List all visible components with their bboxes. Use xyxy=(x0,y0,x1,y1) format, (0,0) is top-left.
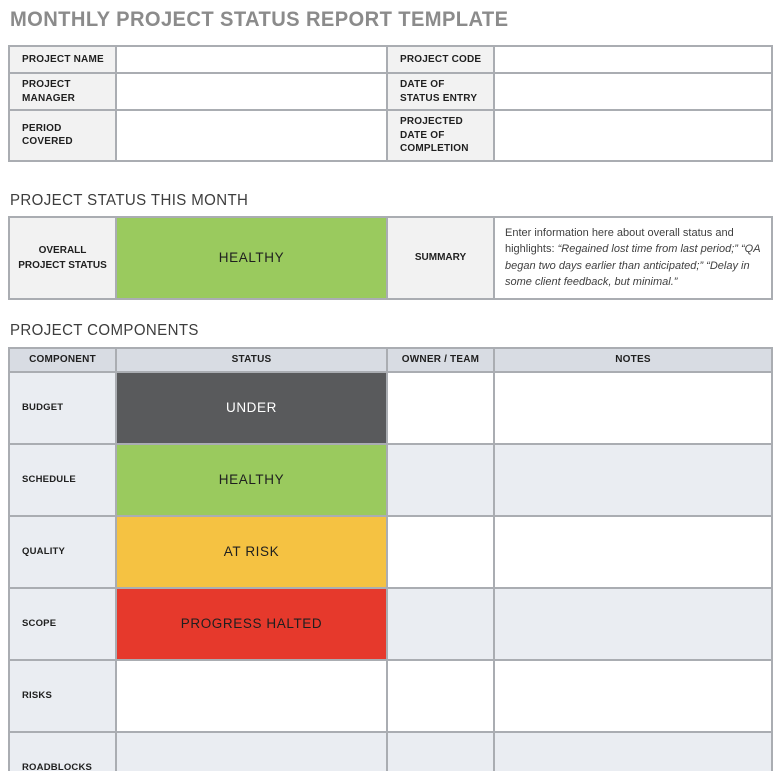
period-covered-label: PERIOD COVERED xyxy=(8,109,117,162)
scope-owner-cell[interactable] xyxy=(386,586,495,661)
project-info-table: PROJECT NAME PROJECT CODE PROJECT MANAGE… xyxy=(8,45,773,162)
quality-owner-cell[interactable] xyxy=(386,514,495,589)
table-row: BUDGET UNDER xyxy=(8,370,773,445)
project-name-field[interactable] xyxy=(115,45,388,74)
table-row: SCOPE PROGRESS HALTED xyxy=(8,586,773,661)
table-row: SCHEDULE HEALTHY xyxy=(8,442,773,517)
date-of-status-entry-field[interactable] xyxy=(493,72,773,111)
page-title: MONTHLY PROJECT STATUS REPORT TEMPLATE xyxy=(10,8,509,31)
table-row: ROADBLOCKS xyxy=(8,730,773,771)
project-name-label: PROJECT NAME xyxy=(8,45,117,74)
projected-completion-label: PROJECTED DATE OF COMPLETION xyxy=(386,109,495,162)
risks-owner-cell[interactable] xyxy=(386,658,495,733)
budget-status-cell[interactable]: UNDER xyxy=(115,370,388,445)
scope-notes-cell[interactable] xyxy=(493,586,773,661)
period-covered-field[interactable] xyxy=(115,109,388,162)
project-code-label: PROJECT CODE xyxy=(386,45,495,74)
status-table: OVERALL PROJECT STATUS HEALTHY SUMMARY E… xyxy=(8,215,773,300)
table-row: PROJECT MANAGER DATE OF STATUS ENTRY xyxy=(8,72,773,111)
projected-completion-field[interactable] xyxy=(493,109,773,162)
overall-status-cell[interactable]: HEALTHY xyxy=(115,215,388,300)
budget-notes-cell[interactable] xyxy=(493,370,773,445)
summary-quotes-text: “Regained lost time from last period;” “… xyxy=(505,243,761,288)
components-header-row: COMPONENT STATUS OWNER / TEAM NOTES xyxy=(8,346,773,373)
table-row: QUALITY AT RISK xyxy=(8,514,773,589)
project-manager-label: PROJECT MANAGER xyxy=(8,72,117,111)
component-label-budget: BUDGET xyxy=(8,370,117,445)
quality-status-cell[interactable]: AT RISK xyxy=(115,514,388,589)
components-section-heading: PROJECT COMPONENTS xyxy=(10,321,199,339)
status-column-header: STATUS xyxy=(115,346,388,373)
schedule-notes-cell[interactable] xyxy=(493,442,773,517)
project-code-field[interactable] xyxy=(493,45,773,74)
table-row: OVERALL PROJECT STATUS HEALTHY SUMMARY E… xyxy=(8,215,773,300)
overall-project-status-label: OVERALL PROJECT STATUS xyxy=(8,215,117,300)
roadblocks-owner-cell[interactable] xyxy=(386,730,495,771)
budget-owner-cell[interactable] xyxy=(386,370,495,445)
risks-notes-cell[interactable] xyxy=(493,658,773,733)
components-table: COMPONENT STATUS OWNER / TEAM NOTES BUDG… xyxy=(8,346,773,771)
component-label-roadblocks: ROADBLOCKS xyxy=(8,730,117,771)
date-of-status-entry-label: DATE OF STATUS ENTRY xyxy=(386,72,495,111)
table-row: RISKS xyxy=(8,658,773,733)
component-column-header: COMPONENT xyxy=(8,346,117,373)
schedule-status-cell[interactable]: HEALTHY xyxy=(115,442,388,517)
roadblocks-status-cell[interactable] xyxy=(115,730,388,771)
risks-status-cell[interactable] xyxy=(115,658,388,733)
component-label-risks: RISKS xyxy=(8,658,117,733)
summary-label: SUMMARY xyxy=(386,215,495,300)
summary-text-cell[interactable]: Enter information here about overall sta… xyxy=(493,215,773,300)
schedule-owner-cell[interactable] xyxy=(386,442,495,517)
component-label-quality: QUALITY xyxy=(8,514,117,589)
quality-notes-cell[interactable] xyxy=(493,514,773,589)
project-manager-field[interactable] xyxy=(115,72,388,111)
summary-intro-text: Enter information here about overall sta… xyxy=(505,226,734,256)
scope-status-cell[interactable]: PROGRESS HALTED xyxy=(115,586,388,661)
component-label-schedule: SCHEDULE xyxy=(8,442,117,517)
table-row: PERIOD COVERED PROJECTED DATE OF COMPLET… xyxy=(8,109,773,162)
status-section-heading: PROJECT STATUS THIS MONTH xyxy=(10,191,249,209)
component-label-scope: SCOPE xyxy=(8,586,117,661)
owner-team-column-header: OWNER / TEAM xyxy=(386,346,495,373)
notes-column-header: NOTES xyxy=(493,346,773,373)
table-row: PROJECT NAME PROJECT CODE xyxy=(8,45,773,74)
roadblocks-notes-cell[interactable] xyxy=(493,730,773,771)
